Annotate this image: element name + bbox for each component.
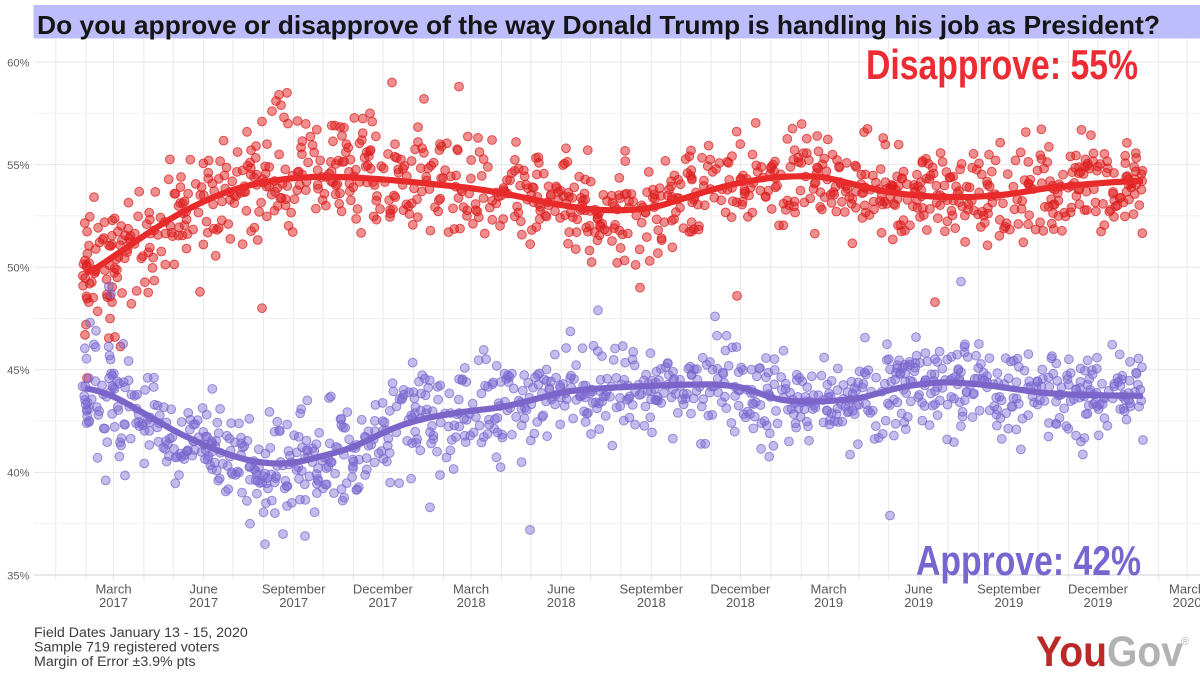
svg-text:35%: 35% xyxy=(7,570,29,582)
svg-text:Gov: Gov xyxy=(1107,628,1183,675)
svg-text:60%: 60% xyxy=(7,57,29,69)
svg-text:September: September xyxy=(620,582,684,597)
svg-text:December: December xyxy=(1068,582,1129,597)
svg-text:March: March xyxy=(1169,582,1200,597)
svg-text:Do you approve or disapprove o: Do you approve or disapprove of the way … xyxy=(37,10,1160,40)
svg-text:December: December xyxy=(353,582,414,597)
svg-text:55%: 55% xyxy=(7,160,29,172)
svg-text:2017: 2017 xyxy=(99,595,128,610)
svg-text:2017: 2017 xyxy=(279,595,308,610)
svg-text:2017: 2017 xyxy=(368,595,397,610)
svg-text:2018: 2018 xyxy=(637,595,666,610)
svg-text:50%: 50% xyxy=(7,263,29,275)
svg-text:2019: 2019 xyxy=(904,595,933,610)
svg-text:September: September xyxy=(262,582,326,597)
svg-text:Approve: 42%: Approve: 42% xyxy=(916,537,1141,584)
svg-text:2018: 2018 xyxy=(457,595,486,610)
svg-text:2019: 2019 xyxy=(1084,595,1113,610)
svg-text:2019: 2019 xyxy=(814,595,843,610)
svg-text:Sample 719 registered voters: Sample 719 registered voters xyxy=(34,640,219,656)
svg-text:September: September xyxy=(977,582,1041,597)
svg-text:June: June xyxy=(547,582,575,597)
svg-text:2019: 2019 xyxy=(994,595,1023,610)
svg-text:40%: 40% xyxy=(7,468,29,480)
svg-text:Disapprove: 55%: Disapprove: 55% xyxy=(866,41,1138,88)
svg-text:March: March xyxy=(811,582,847,597)
svg-text:June: June xyxy=(905,582,933,597)
svg-text:June: June xyxy=(189,582,217,597)
svg-text:2017: 2017 xyxy=(189,595,218,610)
svg-text:2020: 2020 xyxy=(1173,595,1200,610)
svg-text:2018: 2018 xyxy=(547,595,576,610)
svg-text:March: March xyxy=(453,582,489,597)
svg-text:Field Dates January 13 - 15, 2: Field Dates January 13 - 15, 2020 xyxy=(34,625,248,641)
svg-text:You: You xyxy=(1036,628,1107,675)
svg-text:2018: 2018 xyxy=(726,595,755,610)
svg-text:Margin of Error ±3.9% pts: Margin of Error ±3.9% pts xyxy=(34,654,196,670)
svg-text:December: December xyxy=(710,582,771,597)
svg-text:®: ® xyxy=(1181,636,1189,648)
svg-text:45%: 45% xyxy=(7,365,29,377)
svg-text:March: March xyxy=(95,582,131,597)
